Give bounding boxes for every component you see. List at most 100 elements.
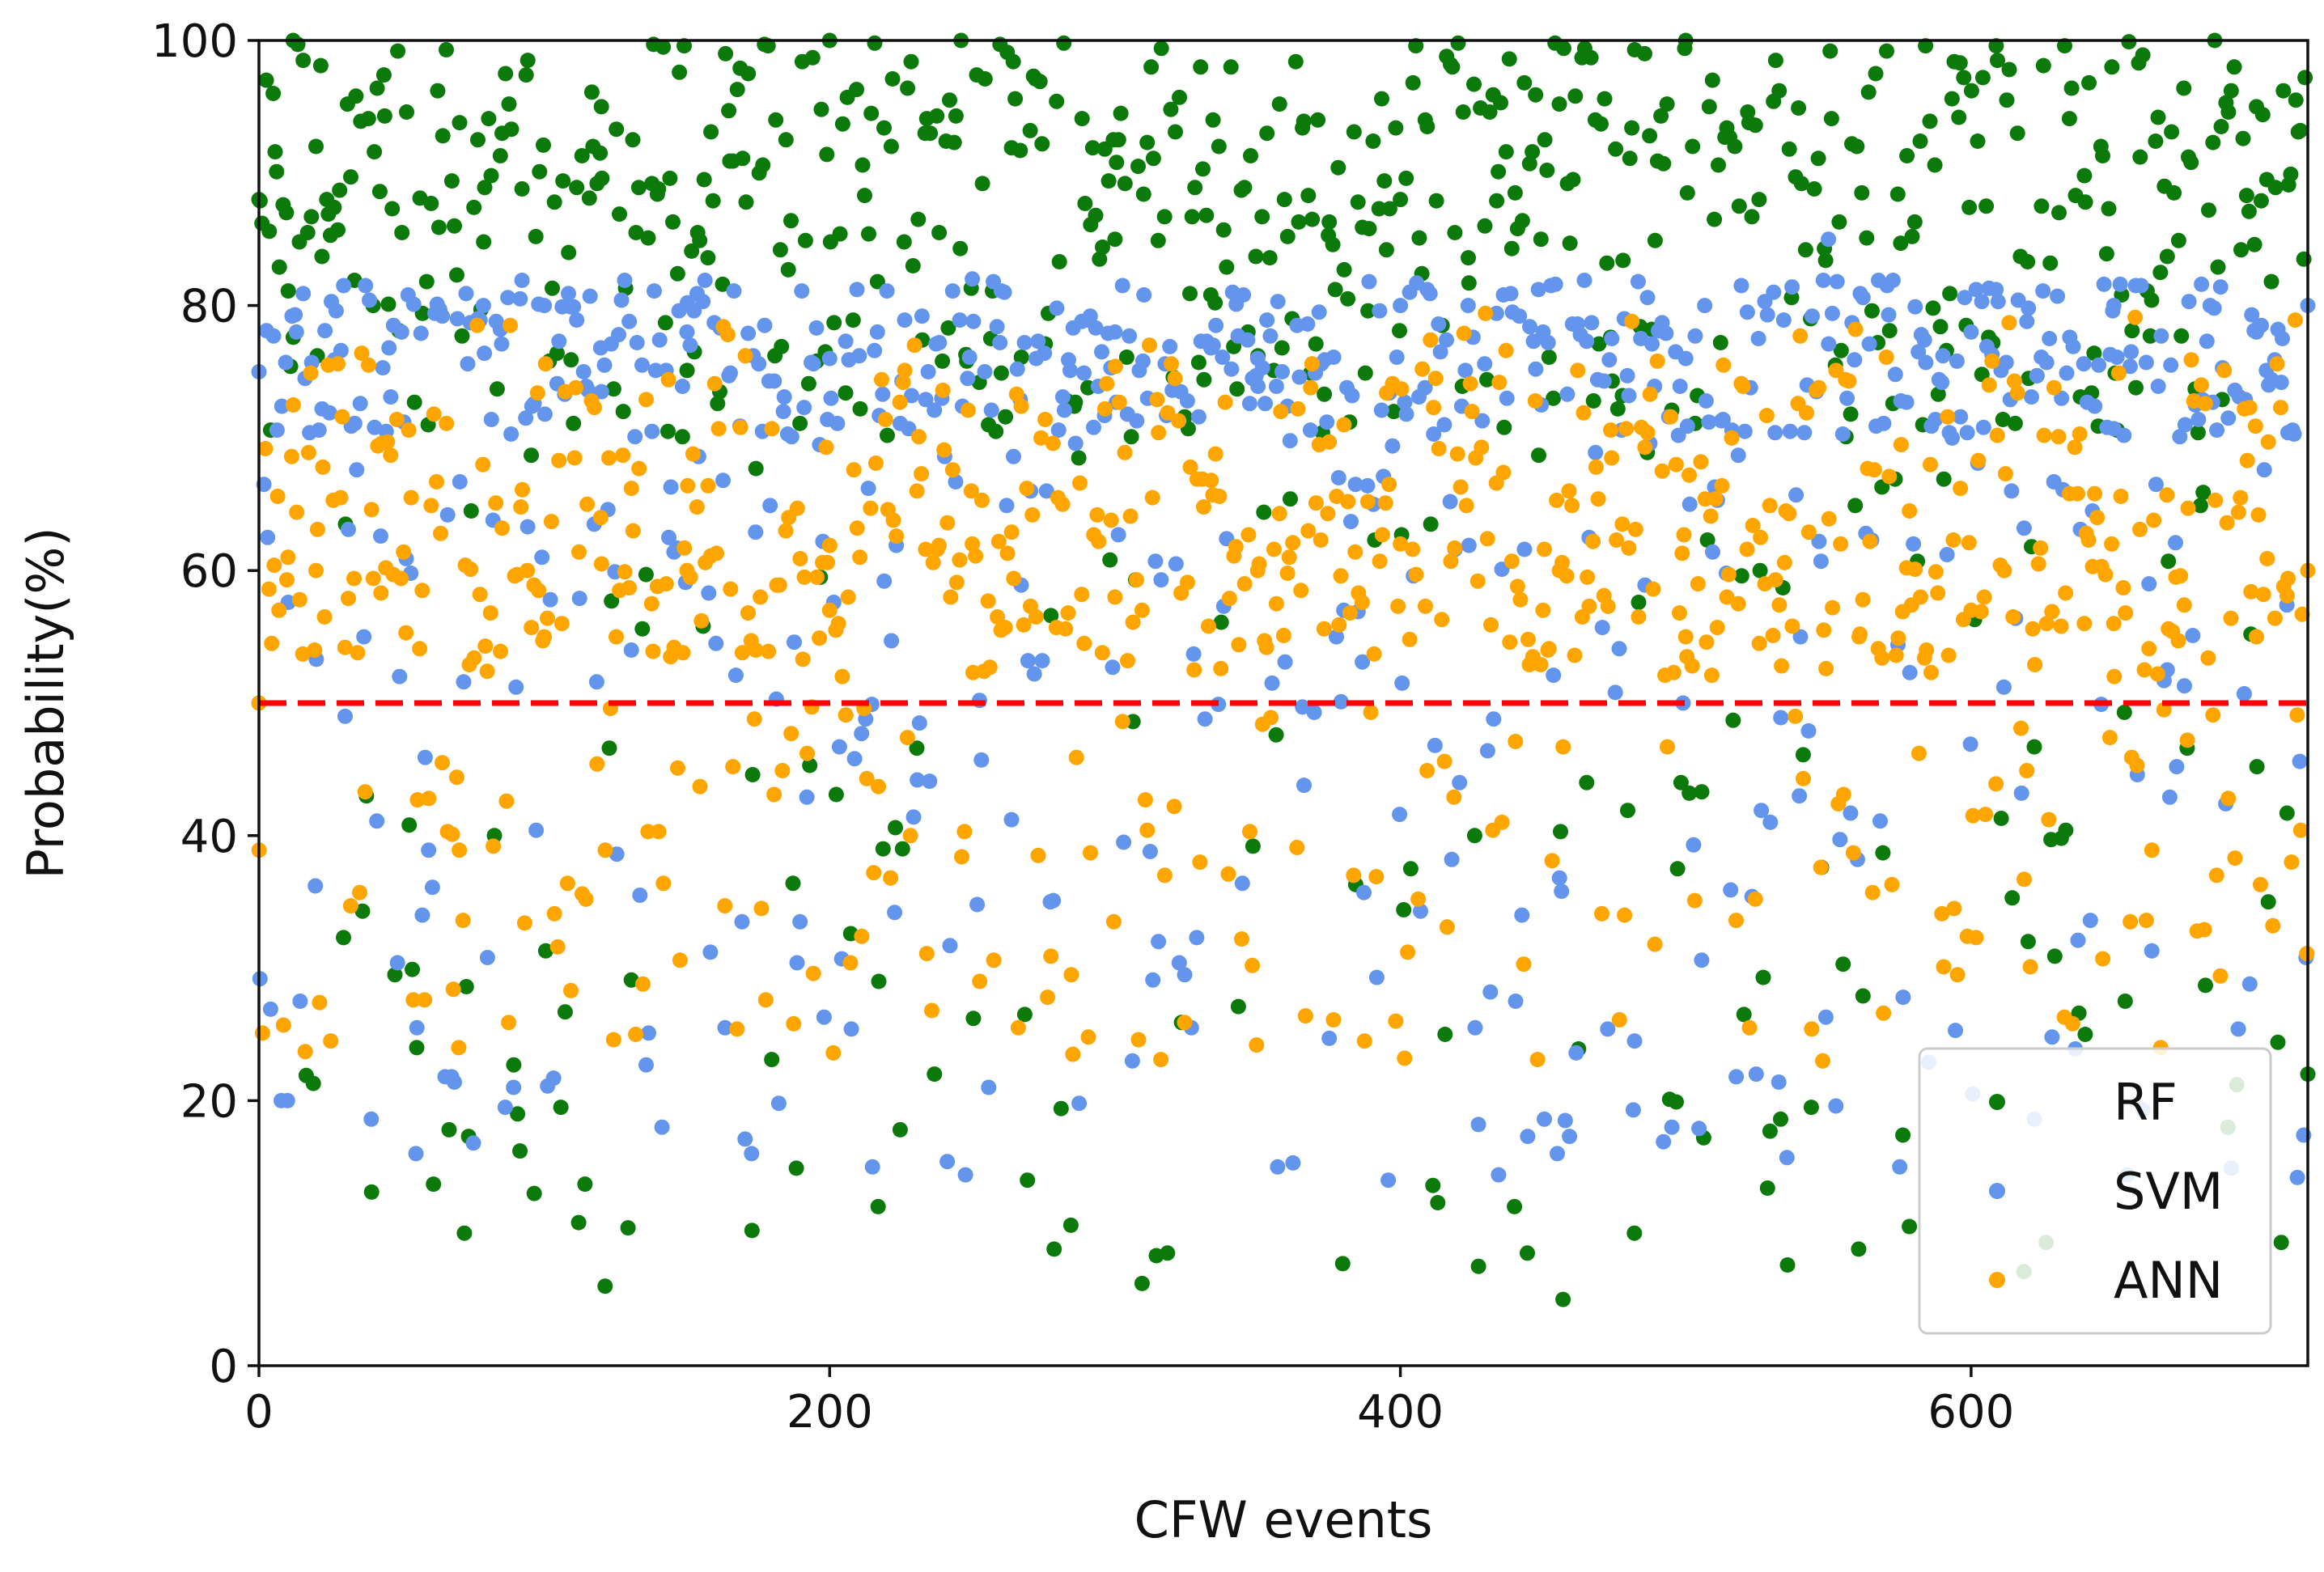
- data-point-svm: [1594, 620, 1610, 636]
- data-point-ann: [1019, 481, 1035, 497]
- y-tick-label: 40: [180, 811, 238, 863]
- data-point-ann: [936, 442, 952, 458]
- data-point-svm: [479, 950, 495, 965]
- data-point-svm: [1262, 328, 1279, 344]
- data-point-svm: [679, 324, 695, 340]
- data-point-rf: [1893, 235, 1909, 252]
- data-point-rf: [1711, 157, 1726, 173]
- data-point-ann: [748, 642, 764, 658]
- data-point-ann: [340, 591, 356, 607]
- data-point-ann: [1594, 905, 1609, 922]
- data-point-svm: [2133, 278, 2149, 294]
- data-point-ann: [1672, 605, 1687, 621]
- data-point-ann: [753, 900, 770, 917]
- data-point-svm: [408, 1146, 424, 1162]
- data-point-rf: [510, 1106, 526, 1122]
- data-point-ann: [1649, 353, 1665, 369]
- data-point-svm: [1086, 419, 1101, 435]
- data-point-svm: [1902, 664, 1918, 680]
- data-point-rf: [258, 72, 274, 88]
- data-point-rf: [615, 404, 631, 420]
- data-point-ann: [2030, 556, 2046, 572]
- data-point-svm: [1234, 875, 1250, 892]
- data-point-rf: [376, 108, 392, 124]
- data-point-ann: [859, 770, 875, 786]
- data-point-rf: [1806, 181, 1822, 197]
- data-point-svm: [2044, 1029, 2060, 1045]
- data-point-ann: [2095, 951, 2111, 967]
- data-point-ann: [732, 419, 749, 435]
- data-point-svm: [512, 290, 528, 307]
- data-point-ann: [451, 1040, 467, 1056]
- data-point-svm: [414, 907, 430, 923]
- data-point-svm: [1796, 425, 1813, 441]
- data-point-svm: [957, 1167, 973, 1183]
- data-point-ann: [963, 483, 979, 499]
- data-point-svm: [897, 312, 913, 328]
- data-point-rf: [1168, 124, 1183, 140]
- data-point-rf: [2176, 80, 2192, 96]
- data-point-svm: [392, 668, 408, 684]
- data-point-svm: [910, 772, 926, 788]
- data-point-ann: [1927, 564, 1944, 580]
- data-point-svm: [2168, 535, 2183, 551]
- data-point-ann: [1447, 540, 1463, 556]
- data-point-ann: [1182, 459, 1198, 475]
- data-point-rf: [948, 108, 964, 124]
- data-point-rf: [390, 43, 406, 59]
- data-point-svm: [1682, 496, 1698, 512]
- data-point-ann: [516, 915, 532, 931]
- data-point-ann: [2036, 427, 2052, 443]
- data-point-rf: [1851, 1241, 1867, 1257]
- data-point-svm: [1306, 705, 1322, 720]
- data-point-ann: [1359, 494, 1376, 510]
- data-point-svm: [1179, 393, 1195, 409]
- data-point-ann: [1129, 572, 1144, 588]
- data-point-rf: [532, 163, 548, 180]
- data-point-svm: [262, 1001, 278, 1017]
- data-point-svm: [992, 335, 1008, 350]
- data-point-svm: [336, 278, 352, 294]
- data-point-ann: [1575, 405, 1592, 421]
- data-point-rf: [748, 460, 764, 477]
- data-point-ann: [1076, 635, 1092, 651]
- data-point-rf: [942, 92, 957, 108]
- data-point-ann: [1751, 635, 1767, 651]
- data-point-rf: [501, 96, 517, 112]
- data-point-ann: [1151, 425, 1167, 441]
- data-point-rf: [476, 234, 492, 250]
- data-point-rf: [2201, 202, 2216, 218]
- data-point-svm: [1737, 423, 1753, 439]
- data-point-svm: [1062, 362, 1078, 379]
- data-point-rf: [1466, 76, 1482, 92]
- data-point-svm: [1373, 402, 1389, 418]
- data-point-ann: [2072, 426, 2088, 442]
- data-point-svm: [1240, 332, 1256, 348]
- data-point-svm: [1392, 807, 1408, 823]
- data-point-ann: [1585, 533, 1601, 549]
- data-point-svm: [2236, 686, 2252, 701]
- data-point-rf: [1062, 1217, 1079, 1233]
- data-point-svm: [1026, 666, 1042, 682]
- data-point-rf: [935, 353, 951, 369]
- data-point-rf: [1793, 176, 1809, 192]
- data-point-svm: [1277, 654, 1293, 670]
- data-point-rf: [2190, 425, 2206, 441]
- data-point-rf: [700, 250, 716, 266]
- data-point-ann: [1354, 595, 1370, 610]
- data-point-rf: [1704, 72, 1720, 88]
- data-point-svm: [311, 422, 327, 439]
- data-point-ann: [2253, 876, 2268, 892]
- data-point-svm: [536, 298, 553, 314]
- data-point-rf: [265, 86, 282, 101]
- data-point-ann: [952, 552, 968, 568]
- data-point-svm: [1535, 324, 1551, 340]
- data-point-ann: [1099, 375, 1115, 392]
- data-point-ann: [482, 605, 498, 621]
- data-point-ann: [1111, 394, 1127, 410]
- data-point-svm: [1579, 333, 1595, 350]
- data-point-rf: [2233, 242, 2249, 258]
- data-point-ann: [617, 564, 633, 580]
- data-point-ann: [1996, 562, 2012, 578]
